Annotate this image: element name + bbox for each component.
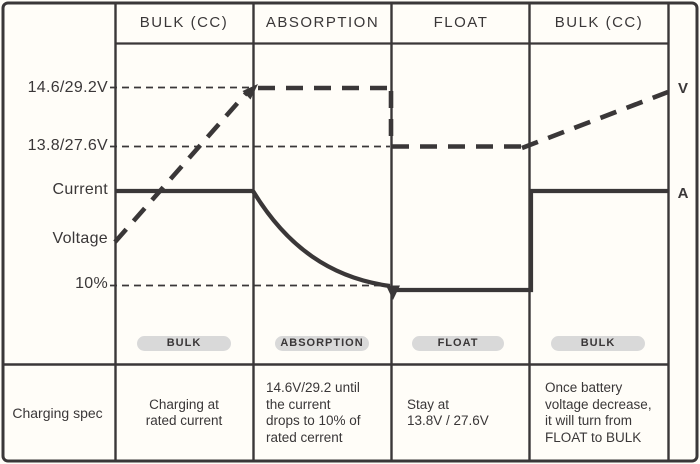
pill-float: FLOAT [412, 336, 504, 351]
spec-cell-absorption: 14.6V/29.2 until the current drops to 10… [266, 380, 361, 445]
pill-absorption: ABSORPTION [275, 336, 369, 351]
reference-dashed-lines [110, 86, 390, 287]
voltage-trace [113, 85, 669, 244]
spec-cell-bulk1: Charging at rated current [145, 396, 223, 429]
current-float-and-bulk2 [396, 188, 668, 293]
y-label-absorb-voltage: 14.6/29.2V [27, 79, 108, 96]
stage-header-absorption: ABSORPTION [265, 14, 380, 31]
current-absorption-decay [251, 189, 391, 289]
y-label-ten-percent: 10% [75, 275, 108, 292]
pill-bulk1: BULK [137, 336, 231, 351]
spec-cell-float: Stay at 13.8V / 27.6V [407, 396, 489, 429]
right-axis-current-unit: A [677, 185, 689, 202]
stage-header-bulk2: BULK (CC) [554, 14, 644, 31]
pill-bulk2: BULK [551, 336, 645, 351]
spec-row-label: Charging spec [12, 404, 103, 421]
stage-header-float: FLOAT [433, 14, 489, 31]
voltage-arrowhead [242, 84, 258, 100]
voltage-bulk2-rise [521, 89, 669, 151]
y-label-float-voltage: 13.8/27.6V [27, 137, 108, 154]
current-arrowhead [386, 285, 400, 300]
stage-header-bulk1: BULK (CC) [139, 14, 229, 31]
y-label-current: Current [52, 181, 108, 198]
right-axis-voltage-unit: V [677, 80, 688, 97]
voltage-bulk-rise [113, 88, 251, 244]
column-grid-lines [114, 3, 670, 461]
y-label-voltage: Voltage [52, 230, 108, 247]
current-trace [115, 188, 668, 293]
spec-cell-bulk2: Once battery voltage decrease, it will t… [545, 380, 652, 445]
